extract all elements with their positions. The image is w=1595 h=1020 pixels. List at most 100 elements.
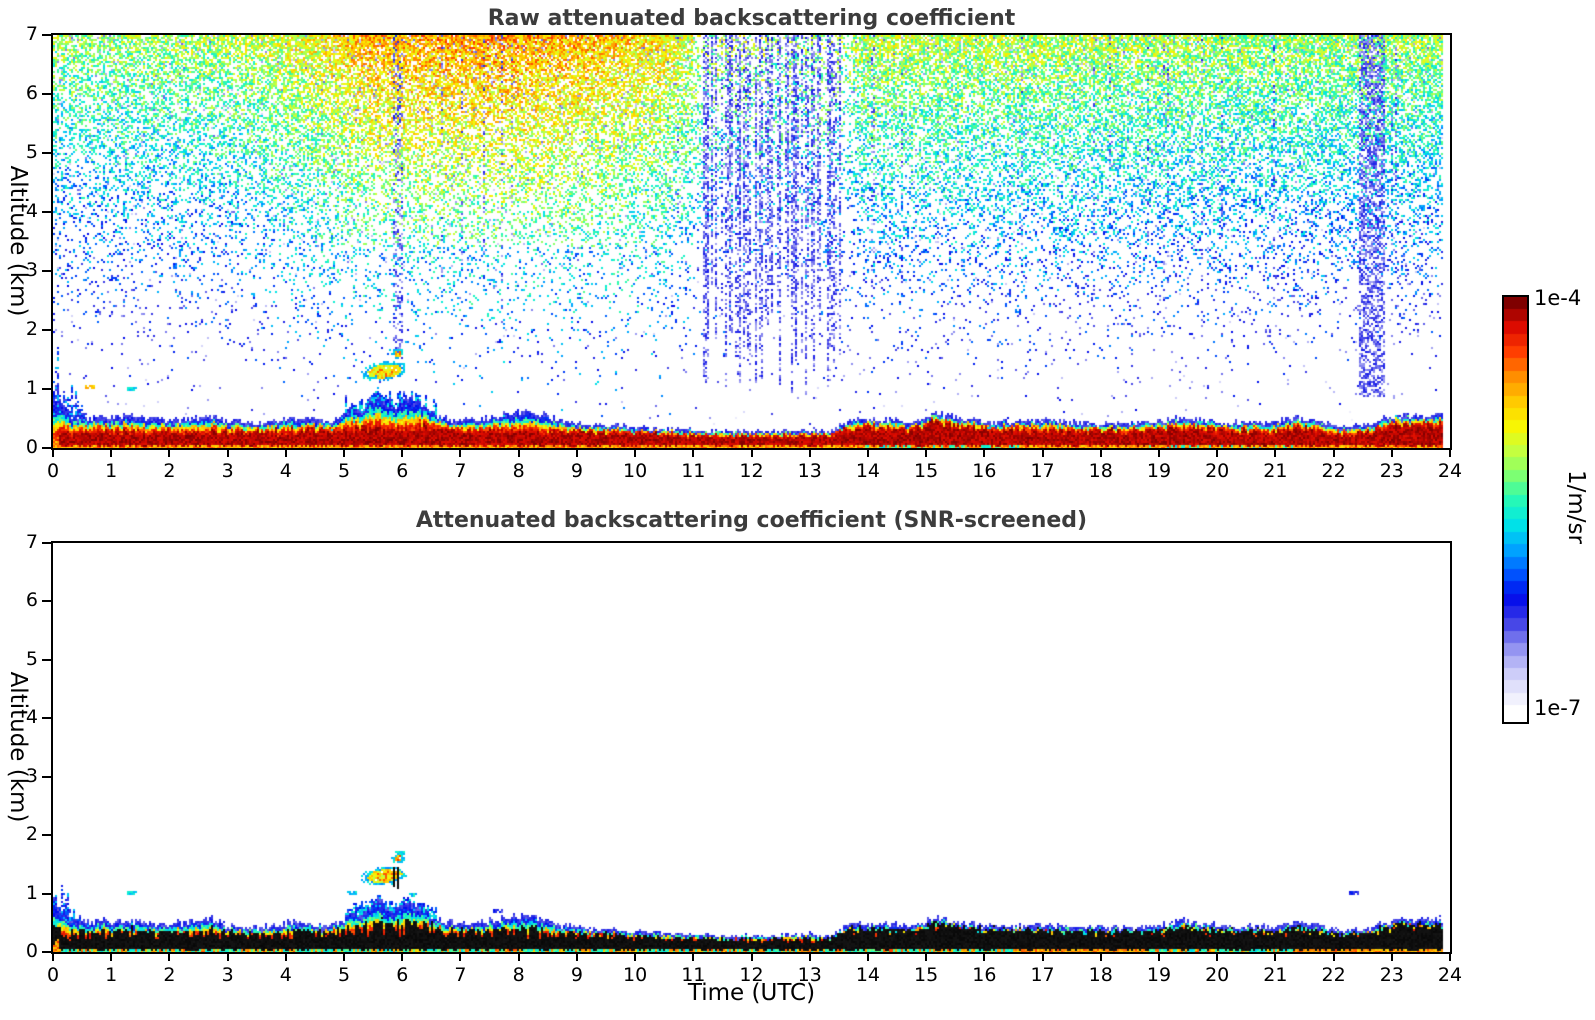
- x-tick-mark: [459, 448, 462, 457]
- x-tick-label: 4: [279, 964, 292, 986]
- x-tick-label: 24: [1437, 964, 1463, 986]
- x-tick-label: 9: [570, 460, 583, 482]
- x-tick-mark: [1332, 952, 1335, 961]
- x-tick-label: 13: [797, 460, 822, 482]
- colorbar-max-label: 1e-4: [1534, 286, 1582, 310]
- x-tick-mark: [692, 952, 695, 961]
- x-tick-mark: [1157, 448, 1160, 457]
- x-tick-label: 19: [1146, 964, 1172, 986]
- x-tick-mark: [634, 448, 637, 457]
- x-tick-mark: [517, 952, 520, 961]
- x-tick-mark: [110, 952, 113, 961]
- screened-panel-plot-area: [51, 541, 1452, 954]
- x-tick-label: 20: [1205, 964, 1230, 986]
- x-tick-label: 22: [1321, 460, 1346, 482]
- x-tick-label: 19: [1146, 460, 1172, 482]
- y-tick-mark: [42, 152, 51, 154]
- y-tick-mark: [42, 329, 51, 331]
- x-tick-label: 1: [105, 964, 118, 986]
- x-tick-label: 1: [105, 460, 118, 482]
- x-tick-label: 3: [221, 460, 234, 482]
- x-tick-mark: [343, 448, 346, 457]
- y-tick-mark: [42, 717, 51, 720]
- raw-panel-plot-area: [51, 33, 1452, 450]
- x-tick-mark: [1041, 952, 1044, 961]
- y-tick-label: 7: [25, 23, 38, 45]
- x-tick-mark: [575, 952, 578, 961]
- y-tick-mark: [42, 270, 51, 272]
- y-tick-mark: [42, 775, 51, 778]
- y-tick-label: 3: [25, 764, 38, 787]
- x-tick-mark: [634, 952, 637, 961]
- x-tick-label: 23: [1379, 964, 1404, 986]
- x-tick-mark: [575, 448, 578, 457]
- x-tick-label: 5: [337, 964, 351, 986]
- x-tick-label: 15: [914, 460, 939, 482]
- colorbar: [1502, 295, 1529, 724]
- y-tick-label: 1: [25, 377, 38, 399]
- x-tick-label: 21: [1263, 964, 1288, 986]
- y-tick-label: 6: [25, 82, 38, 104]
- x-tick-label: 13: [797, 964, 822, 986]
- x-tick-mark: [343, 952, 346, 961]
- screened-panel-y-axis-label: Altitude (km): [5, 671, 31, 823]
- x-tick-label: 10: [622, 460, 648, 482]
- x-tick-mark: [1216, 952, 1219, 961]
- x-tick-mark: [52, 952, 54, 961]
- x-tick-mark: [284, 952, 287, 961]
- x-tick-mark: [168, 952, 171, 961]
- x-tick-mark: [1099, 448, 1102, 457]
- x-tick-mark: [983, 952, 986, 961]
- y-tick-label: 5: [25, 141, 38, 163]
- x-tick-label: 21: [1263, 460, 1288, 482]
- x-tick-label: 11: [681, 460, 706, 482]
- x-tick-label: 5: [337, 460, 351, 482]
- x-tick-mark: [1216, 448, 1219, 457]
- y-tick-label: 2: [25, 318, 38, 340]
- y-tick-mark: [42, 388, 51, 390]
- y-tick-mark: [42, 834, 51, 837]
- y-tick-mark: [42, 892, 51, 895]
- x-tick-mark: [750, 952, 753, 961]
- x-tick-mark: [459, 952, 462, 961]
- x-tick-label: 11: [681, 964, 706, 986]
- x-tick-label: 7: [454, 460, 467, 482]
- x-tick-label: 14: [855, 460, 880, 482]
- y-tick-label: 1: [25, 881, 38, 904]
- x-tick-mark: [401, 952, 404, 961]
- x-tick-label: 15: [914, 964, 939, 986]
- x-tick-mark: [1449, 448, 1451, 457]
- x-tick-mark: [1157, 952, 1160, 961]
- x-tick-label: 22: [1321, 964, 1346, 986]
- x-tick-mark: [750, 448, 753, 457]
- x-tick-mark: [1099, 952, 1102, 961]
- x-tick-mark: [1390, 448, 1393, 457]
- y-tick-label: 4: [25, 706, 38, 729]
- x-tick-label: 2: [163, 964, 176, 986]
- screened-panel-title: Attenuated backscattering coefficient (S…: [415, 508, 1088, 533]
- x-tick-label: 2: [163, 460, 176, 482]
- x-tick-label: 17: [1030, 964, 1055, 986]
- x-tick-label: 24: [1437, 460, 1463, 482]
- y-tick-mark: [42, 93, 51, 95]
- x-tick-mark: [517, 448, 520, 457]
- x-tick-mark: [1274, 448, 1277, 457]
- y-tick-label: 6: [25, 589, 38, 612]
- y-tick-label: 4: [25, 200, 38, 222]
- x-tick-mark: [866, 448, 869, 457]
- x-tick-mark: [808, 952, 811, 961]
- x-tick-label: 18: [1088, 460, 1113, 482]
- x-tick-label: 20: [1205, 460, 1230, 482]
- y-tick-label: 2: [25, 823, 38, 846]
- x-tick-label: 12: [739, 460, 764, 482]
- x-tick-label: 23: [1379, 460, 1404, 482]
- x-tick-mark: [401, 448, 404, 457]
- x-tick-mark: [866, 952, 869, 961]
- x-tick-label: 17: [1030, 460, 1055, 482]
- x-tick-mark: [1041, 448, 1044, 457]
- x-tick-label: 12: [739, 964, 764, 986]
- time-axis-label: Time (UTC): [687, 980, 816, 1006]
- colorbar-min-label: 1e-7: [1534, 696, 1582, 720]
- x-tick-mark: [168, 448, 171, 457]
